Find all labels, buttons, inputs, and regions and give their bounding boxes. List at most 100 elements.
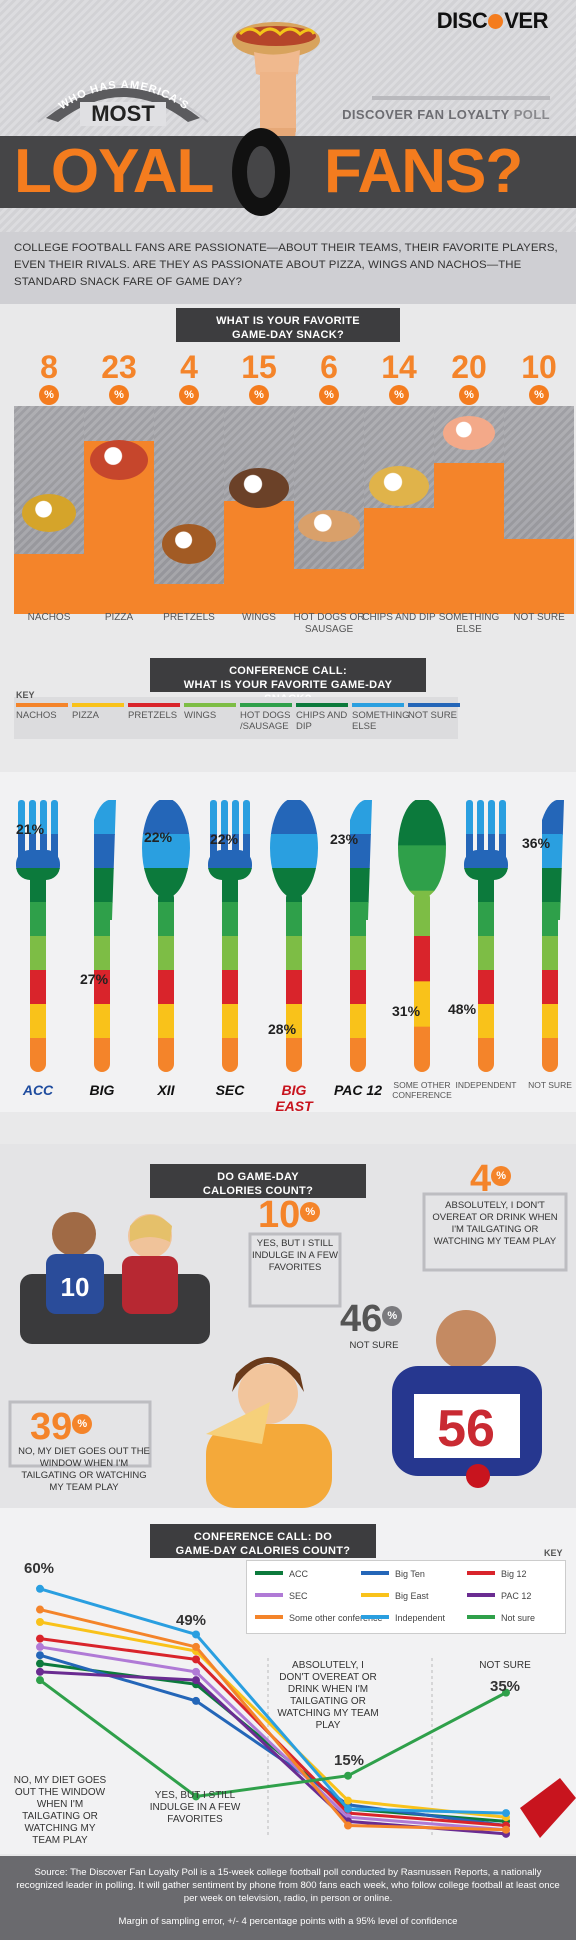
utensil-band — [350, 970, 372, 1005]
utensil-band — [94, 800, 116, 835]
utensil-band — [464, 936, 508, 971]
utensil-pct: 31% — [392, 1003, 421, 1019]
line-point — [502, 1688, 510, 1697]
jersey-56: 56 — [437, 1400, 495, 1458]
utensil-band — [270, 1038, 318, 1072]
snack-fill — [294, 568, 364, 614]
key-swatch — [240, 703, 292, 707]
utensil-band — [270, 902, 318, 937]
cutlery-chart: 21% 27% 22% 22% 28% 23% 31% 48% 36% — [16, 800, 564, 1072]
line-series — [39, 1678, 507, 1799]
footer — [0, 1856, 576, 1940]
calories-yes-pct: 10% — [258, 1196, 321, 1234]
utensil-pct: 28% — [268, 1021, 297, 1037]
calories-absolutely-pct: 4% — [470, 1158, 512, 1200]
key-label: SOMETHING ELSE — [352, 710, 410, 732]
snack-bar: 4% PRETZELS — [154, 349, 224, 623]
utensil-band — [464, 800, 508, 835]
snack-bar: 8% NACHOS — [14, 350, 84, 623]
utensil-band — [208, 1038, 252, 1072]
poll-title-brand: DISCOVER FAN LOYALTY — [342, 107, 510, 122]
line-key-swatch — [467, 1593, 495, 1597]
utensil-pct: 23% — [330, 831, 359, 847]
utensil-band — [464, 1038, 508, 1072]
line-chart — [36, 1584, 576, 1838]
line-point — [192, 1676, 200, 1685]
woman-shirt — [206, 1424, 332, 1508]
snack-label: PRETZELS — [163, 612, 215, 623]
utensil-band — [350, 868, 372, 903]
woman-head — [238, 1364, 298, 1424]
line-key-item: Big East — [361, 1591, 429, 1601]
line-key-item: ACC — [255, 1569, 308, 1579]
fan1-head — [52, 1212, 96, 1256]
snack-column — [14, 406, 84, 614]
utensil-band — [16, 1004, 60, 1039]
snack-pct-value: 23 — [101, 349, 137, 385]
title-fans: FANS? — [324, 137, 523, 206]
line-label-yes: YES, BUT I STILL INDULGE IN A FEW FAVORI… — [149, 1790, 241, 1825]
snack-fill — [224, 500, 294, 614]
line-point — [344, 1771, 352, 1780]
utensil-band — [142, 868, 190, 903]
line-series — [39, 1587, 507, 1815]
line-key-swatch — [361, 1593, 389, 1597]
utensil-bands — [350, 800, 372, 1072]
utensil-band — [398, 800, 446, 847]
utensil-pct: 27% — [80, 971, 109, 987]
discover-logo[interactable]: DISC VER — [437, 8, 549, 34]
line-series — [39, 1653, 507, 1828]
snack-pct-sign: % — [109, 385, 129, 405]
line-key-label: Big Ten — [395, 1569, 425, 1579]
utensil-band — [16, 834, 60, 869]
utensil-band — [350, 834, 372, 869]
poll-rule — [372, 96, 550, 100]
utensil-bands — [94, 800, 116, 1072]
snack-fill — [434, 463, 504, 614]
line-question-line1: CONFERENCE CALL: DO — [193, 1531, 333, 1543]
snack-pct-value: 4 — [180, 349, 198, 385]
line-series — [39, 1645, 507, 1832]
utensil-band — [350, 902, 372, 937]
utensil-band — [270, 970, 318, 1005]
conference-label: INDEPENDENT — [455, 1080, 517, 1090]
utensil-pct: 21% — [16, 821, 45, 837]
conference-question: CONFERENCE CALL: WHAT IS YOUR FAVORITE G… — [150, 658, 426, 705]
calories-notsure-pct: 46% — [340, 1298, 403, 1340]
utensil-band — [16, 868, 60, 903]
line-key-item: PAC 12 — [467, 1591, 531, 1601]
man-head — [436, 1310, 496, 1370]
utensil-knife: 23% — [330, 800, 372, 1072]
snack-label: SOMETHING ELSE — [438, 612, 500, 635]
calories-notsure-text: NOT SURE — [349, 1340, 399, 1351]
calories-notsure-value: 46 — [340, 1298, 383, 1340]
snack-fill — [14, 553, 84, 614]
line-point — [344, 1821, 352, 1830]
utensil-band — [208, 1004, 252, 1039]
snack-pct-value: 6 — [320, 349, 338, 385]
snack-label: NACHOS — [27, 612, 71, 623]
key-label: WINGS — [184, 710, 217, 721]
line-key-item: Independent — [361, 1613, 445, 1623]
key-item: PIZZA — [72, 703, 124, 721]
snack-bar: 14% CHIPS AND DIP — [362, 350, 435, 623]
calories-yes-sign: % — [300, 1202, 321, 1222]
utensil-band — [16, 970, 60, 1005]
key-item: HOT DOGS /SAUSAGE — [240, 703, 292, 732]
line-point — [36, 1634, 44, 1643]
utensil-band — [16, 902, 60, 937]
snack-food-image — [22, 494, 76, 532]
utensil-band — [142, 834, 190, 869]
snack-column — [294, 406, 364, 614]
line-key-item: SEC — [255, 1591, 308, 1601]
key-swatch — [184, 703, 236, 707]
line-key-label: ACC — [289, 1569, 309, 1579]
line-chart-question: CONFERENCE CALL: DO GAME-DAY CALORIES CO… — [150, 1524, 376, 1558]
line-label-absolutely: ABSOLUTELY, I DON'T OVEREAT OR DRINK WHE… — [277, 1660, 379, 1731]
key-item: CHIPS AND DIP — [296, 703, 348, 732]
utensil-pct: 48% — [448, 1001, 477, 1017]
calories-absolutely-value: 4 — [470, 1158, 492, 1200]
key-label: PRETZELS — [128, 710, 178, 721]
utensil-band — [350, 1004, 372, 1039]
snack-question-line2: GAME-DAY SNACK? — [231, 329, 345, 341]
